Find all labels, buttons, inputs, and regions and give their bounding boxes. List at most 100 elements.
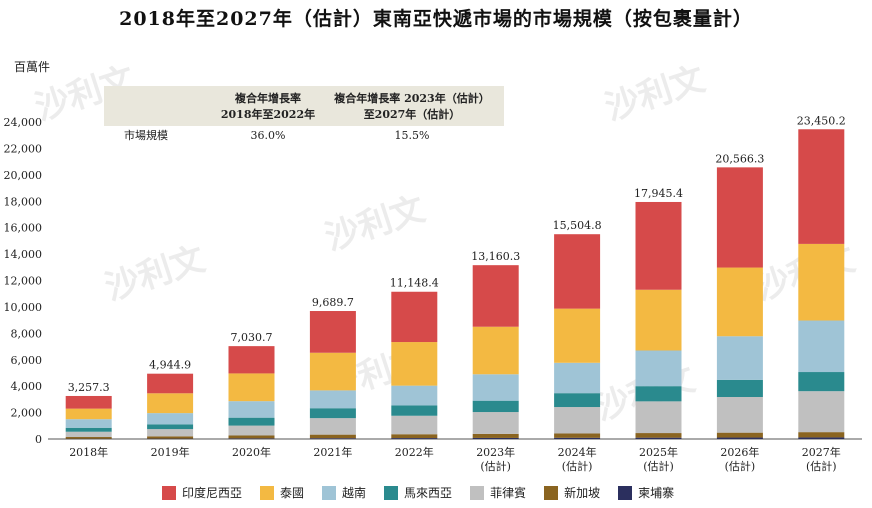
y-tick-label: 14,000 — [4, 248, 43, 261]
legend-item: 馬來西亞 — [384, 484, 452, 501]
bar-segment — [147, 429, 194, 437]
total-data-label: 13,160.3 — [471, 250, 520, 263]
bar-segment — [554, 393, 601, 408]
bar-segment — [228, 438, 275, 439]
bar-segment — [391, 342, 438, 386]
legend-swatch — [162, 485, 176, 500]
bar-segment — [554, 234, 601, 309]
bar-segment — [309, 352, 356, 391]
bar-segment — [472, 437, 519, 439]
total-data-label: 4,944.9 — [149, 359, 191, 372]
bar-segment — [228, 425, 275, 436]
cagr-row-label: 市場規模 — [124, 128, 168, 142]
bar-segment — [554, 407, 601, 434]
y-axis: 0 2,000 4,000 6,000 8,000 10,000 12,000 14,000 1… — [4, 116, 862, 446]
cagr-value-2023-2027: 15.5% — [395, 129, 430, 142]
bar-segment — [716, 432, 763, 438]
bar-segment — [65, 431, 112, 438]
x-tick-label: 2026年 — [720, 445, 759, 459]
bar-segment — [635, 289, 682, 351]
bar-segment — [716, 396, 763, 433]
bar-segment — [228, 417, 275, 426]
bar-segment — [228, 401, 275, 418]
bar-segment — [65, 437, 112, 439]
x-tick-label: 2027年 — [802, 445, 841, 459]
bar-segment — [554, 362, 601, 394]
cagr-value-2018-2022: 36.0% — [251, 129, 286, 142]
bar-segment — [309, 311, 356, 353]
x-tick-label: 2021年 — [313, 445, 352, 459]
legend-item: 印度尼西亞 — [162, 484, 242, 501]
bar-segment — [798, 372, 845, 392]
bar-segment — [472, 374, 519, 401]
y-tick-label: 8,000 — [11, 327, 43, 340]
bar-segment — [147, 436, 194, 439]
total-data-label: 17,945.4 — [634, 187, 683, 200]
bar-segment — [65, 419, 112, 428]
legend-swatch — [618, 485, 633, 500]
x-tick-label: 2024年 — [558, 445, 597, 459]
cagr-col1-header-line2: 2018年至2022年 — [221, 107, 315, 121]
total-data-label: 9,689.7 — [312, 296, 354, 309]
cagr-col1-header-line1: 複合年增長率 — [234, 91, 301, 105]
bar-segment — [635, 433, 682, 438]
y-tick-label: 0 — [35, 433, 42, 446]
y-tick-label: 6,000 — [11, 354, 43, 367]
cagr-box — [104, 86, 504, 126]
total-data-label: 20,566.3 — [715, 152, 764, 165]
bar-segment — [228, 435, 275, 439]
watermark-text: 沙利文 — [600, 59, 709, 129]
x-tick-label: 2020年 — [232, 445, 271, 459]
bar-segment — [798, 129, 845, 244]
cagr-col2-header-line2: 至2027年（估計） — [364, 107, 461, 121]
y-tick-label: 20,000 — [4, 169, 43, 182]
x-tick-label: 2025年 — [639, 445, 678, 459]
y-tick-label: 16,000 — [4, 222, 43, 235]
bar-segment — [309, 434, 356, 439]
y-axis-unit: 百萬件 — [14, 60, 51, 74]
bar-segment — [798, 391, 845, 433]
y-tick-label: 24,000 — [4, 116, 43, 129]
total-data-label: 7,030.7 — [231, 331, 273, 344]
bar-segment — [716, 437, 763, 439]
legend-swatch — [322, 485, 337, 500]
legend-item: 菲律賓 — [470, 484, 526, 501]
legend-swatch — [384, 485, 399, 500]
bar-segment — [391, 415, 438, 435]
x-tick-label: 2022年 — [395, 445, 434, 459]
bar-segment — [309, 408, 356, 419]
x-tick-label: (估計) — [643, 459, 674, 473]
total-data-label: 3,257.3 — [68, 381, 110, 394]
bar-segment — [798, 320, 845, 373]
bar-segment — [309, 418, 356, 435]
x-tick-label: (估計) — [562, 459, 593, 473]
bar-segment — [798, 432, 845, 438]
legend-item: 柬埔寨 — [618, 484, 674, 501]
legend-label: 越南 — [342, 486, 367, 500]
bar-segment — [472, 400, 519, 413]
bar-segment — [65, 408, 112, 420]
bar-segment — [554, 437, 601, 439]
y-tick-label: 2,000 — [11, 407, 43, 420]
x-tick-label: 2023年 — [476, 445, 515, 459]
legend: 印度尼西亞 泰國 越南 馬來西亞 菲律賓 新加坡 柬埔寨 — [162, 484, 692, 501]
bar-segment — [635, 201, 682, 290]
y-tick-label: 18,000 — [4, 195, 43, 208]
legend-swatch — [470, 485, 485, 500]
legend-item: 越南 — [322, 484, 366, 501]
x-tick-label: 2019年 — [151, 445, 190, 459]
bar-segment — [716, 336, 763, 380]
bar-segment — [391, 405, 438, 416]
watermark-text: 沙利文 — [320, 189, 429, 259]
x-axis: 2018年 2019年 2020年 2021年 2022年 2023年(估計)2024年(… — [69, 445, 841, 473]
legend-swatch — [260, 485, 275, 500]
legend-label: 菲律賓 — [490, 486, 527, 500]
bar-segment — [554, 433, 601, 438]
y-tick-label: 12,000 — [4, 275, 43, 288]
x-tick-label: (估計) — [725, 459, 756, 473]
bar-segment — [391, 434, 438, 439]
bar-segment — [798, 437, 845, 439]
bar-segment — [147, 373, 194, 394]
bar-segment — [309, 438, 356, 439]
bar-segment — [391, 438, 438, 439]
